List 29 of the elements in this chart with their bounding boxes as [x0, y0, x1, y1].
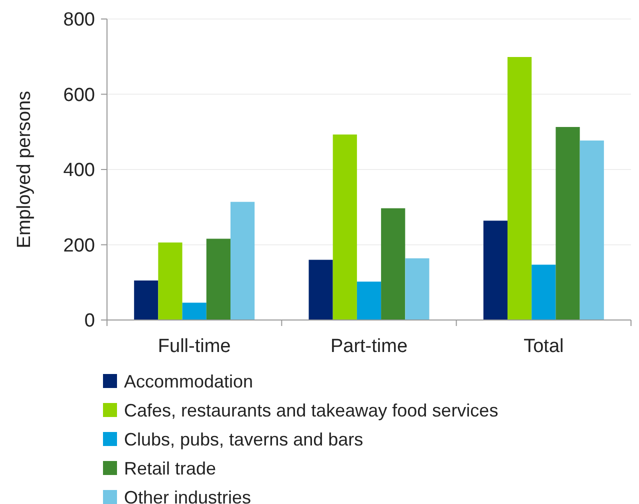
bar [532, 264, 556, 320]
bar [580, 140, 604, 320]
legend-label: Other industries [124, 487, 252, 504]
bar [356, 282, 382, 320]
bar [182, 302, 206, 320]
y-axis-title: Employed persons [14, 90, 35, 248]
bar [206, 238, 230, 320]
legend-label: Retail trade [124, 458, 216, 478]
bar [483, 220, 508, 320]
y-tick-label: 0 [84, 310, 95, 332]
bar [508, 57, 532, 320]
legend-label: Accommodation [124, 371, 254, 392]
bar [332, 134, 357, 320]
bar [556, 126, 580, 320]
x-tick-label: Full-time [158, 336, 231, 357]
legend-label: Clubs, pubs, taverns and bars [124, 429, 364, 450]
bar [158, 242, 182, 320]
legend-label: Cafes, restaurants and takeaway food services [124, 400, 498, 420]
bar [134, 280, 158, 320]
y-tick-label: 200 [63, 235, 95, 256]
y-tick-label: 800 [63, 10, 95, 31]
bar [308, 260, 333, 320]
bar [405, 258, 430, 320]
bar [230, 202, 255, 320]
x-tick-label: Part-time [330, 336, 408, 357]
y-tick-label: 400 [63, 160, 95, 182]
bar [381, 208, 406, 320]
y-tick-label: 600 [63, 84, 95, 106]
x-tick-label: Total [524, 336, 564, 357]
